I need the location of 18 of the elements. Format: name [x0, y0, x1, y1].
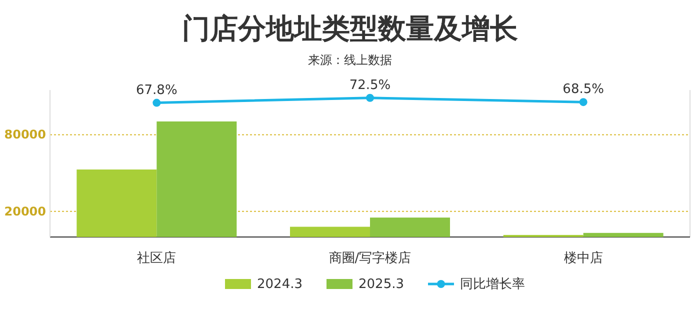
chart-title: 门店分地址类型数量及增长: [182, 12, 518, 45]
x-tick-label: 楼中店: [564, 250, 603, 266]
bar: [156, 121, 237, 237]
bar: [583, 232, 664, 237]
x-tick-label: 社区店: [137, 250, 176, 266]
legend-label: 同比增长率: [460, 276, 525, 292]
x-tick-label: 商圈/写字楼店: [328, 250, 412, 266]
bar: [76, 170, 157, 237]
data-label: 67.8%: [136, 82, 178, 98]
y-tick-label: 80000: [4, 128, 46, 142]
legend-label: 2025.3: [358, 277, 404, 292]
chart-subtitle: 来源：线上数据: [308, 53, 392, 67]
data-label: 72.5%: [349, 78, 391, 93]
y-tick-label: 20000: [4, 204, 46, 218]
bar: [370, 218, 450, 237]
data-label: 68.5%: [562, 82, 604, 98]
bar: [290, 226, 370, 237]
legend-label: 2024.3: [257, 277, 302, 292]
